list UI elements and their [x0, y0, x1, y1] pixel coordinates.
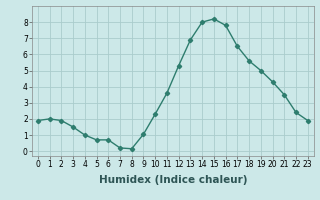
- X-axis label: Humidex (Indice chaleur): Humidex (Indice chaleur): [99, 175, 247, 185]
